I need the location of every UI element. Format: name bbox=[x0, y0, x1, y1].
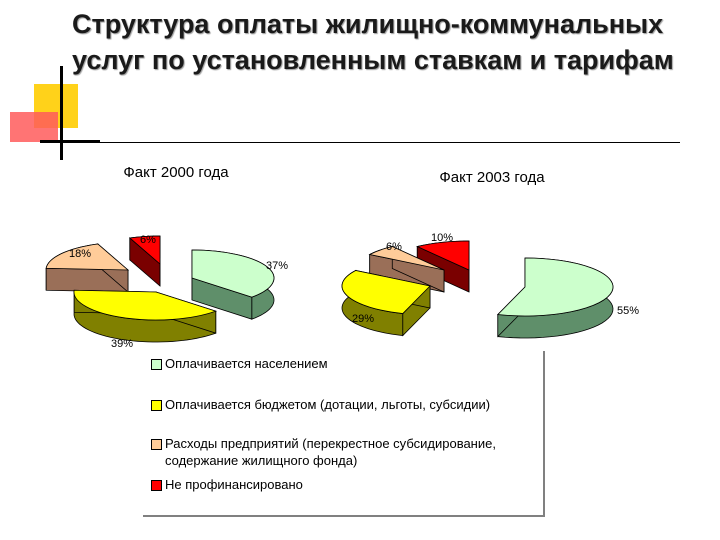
legend-swatch bbox=[151, 480, 162, 491]
pie-value-label: 6% bbox=[140, 234, 156, 246]
pie-value-label: 6% bbox=[386, 241, 402, 253]
pie-chart-2000: 37% 39% 18% 6% Факт 2000 года bbox=[45, 164, 288, 350]
pie-value-label: 55% bbox=[617, 305, 639, 317]
pie-value-label: 29% bbox=[352, 313, 374, 325]
decor-horizontal-line bbox=[40, 142, 680, 143]
pie-slice bbox=[128, 235, 161, 265]
legend-swatch bbox=[151, 439, 162, 450]
decor-red-square bbox=[10, 112, 58, 142]
pie-slice bbox=[73, 289, 218, 321]
pie-value-label: 10% bbox=[431, 232, 453, 244]
pie-value-label: 39% bbox=[111, 338, 133, 350]
pie-slice bbox=[368, 246, 445, 271]
legend-label: Расходы предприятий (перекрестное субсид… bbox=[165, 436, 496, 468]
pie-slice bbox=[416, 240, 470, 271]
legend-label: Не профинансировано bbox=[165, 477, 303, 492]
pie-slice bbox=[191, 249, 275, 298]
pie-slice bbox=[341, 270, 431, 314]
legend: Оплачивается населением Оплачивается бюд… bbox=[143, 351, 545, 517]
legend-item: Оплачивается бюджетом (дотации, льготы, … bbox=[151, 396, 536, 413]
legend-swatch bbox=[151, 359, 162, 370]
legend-label: Оплачивается бюджетом (дотации, льготы, … bbox=[165, 397, 491, 412]
decor-horizontal-accent bbox=[40, 140, 100, 143]
pie-slice bbox=[496, 257, 614, 317]
pie-value-label: 18% bbox=[69, 248, 91, 260]
pie-slice bbox=[45, 243, 130, 271]
legend-item: Не профинансировано bbox=[151, 476, 536, 493]
decor-vertical-line bbox=[60, 66, 63, 160]
legend-item: Расходы предприятий (перекрестное субсид… bbox=[151, 435, 536, 469]
pie-chart-2003: 55% 29% 6% 10% Факт 2003 года bbox=[341, 169, 639, 339]
chart-title: Факт 2003 года bbox=[439, 169, 545, 186]
chart-title: Факт 2000 года bbox=[123, 164, 229, 181]
legend-item: Оплачивается населением bbox=[151, 355, 536, 372]
legend-swatch bbox=[151, 400, 162, 411]
legend-label: Оплачивается населением bbox=[165, 356, 328, 371]
pie-value-label: 37% bbox=[266, 260, 288, 272]
page-title: Структура оплаты жилищно-коммунальных ус… bbox=[72, 9, 674, 75]
